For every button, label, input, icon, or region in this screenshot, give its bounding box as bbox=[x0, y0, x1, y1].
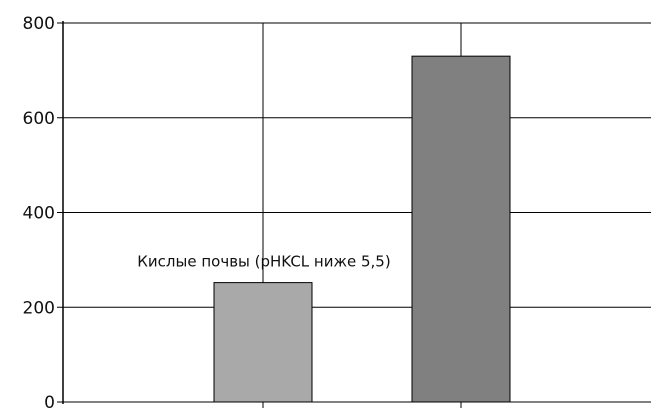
y-tick-label-3: 600 bbox=[23, 109, 55, 129]
bar-annotation-0: Кислые почвы (pHKCL ниже 5,5) bbox=[137, 253, 390, 271]
y-tick-label-2: 400 bbox=[23, 204, 55, 224]
bar-1 bbox=[411, 55, 511, 403]
bar-0 bbox=[213, 282, 313, 403]
y-tick-label-4: 800 bbox=[23, 14, 55, 34]
y-tick-label-1: 200 bbox=[23, 298, 55, 318]
y-tick-label-0: 0 bbox=[44, 393, 55, 410]
